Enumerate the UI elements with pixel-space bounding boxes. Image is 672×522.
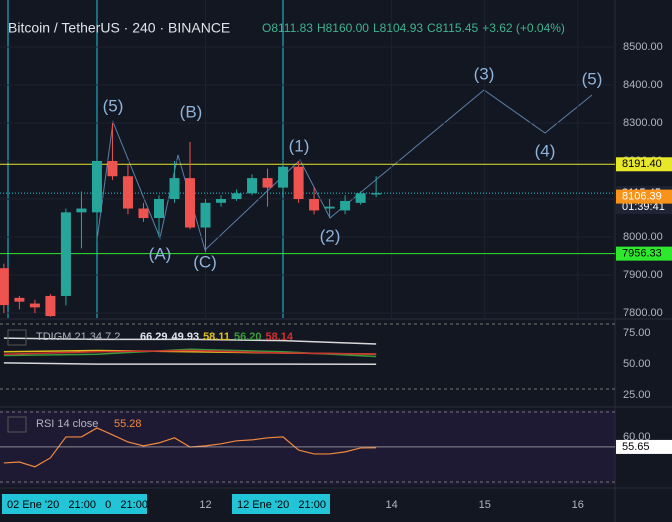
candle-body	[153, 199, 164, 219]
candle-body	[60, 212, 71, 296]
x-highlight: 02 Ene '20 21:00 0 21:00	[7, 499, 148, 511]
rsi-label: 55.65	[622, 441, 650, 453]
wave-label: (5)	[103, 96, 124, 115]
wave-label: (4)	[535, 141, 556, 160]
rsi-band	[0, 410, 615, 485]
low: L8104.93	[373, 21, 423, 35]
candle-body	[355, 193, 366, 203]
wave-label: (1)	[289, 136, 310, 155]
candle-body	[293, 166, 304, 200]
x-tick-label: 14	[386, 499, 398, 511]
wave-label: (B)	[180, 102, 203, 121]
candle-body	[91, 161, 102, 213]
tdi-readouts: 66.29 49.93 58.11 56.20 58.14	[140, 331, 294, 343]
x-highlight-box	[2, 494, 147, 514]
readout: 49.93	[172, 331, 200, 343]
candle-body	[247, 178, 258, 194]
y-tick-label: 50.00	[623, 358, 651, 370]
wave-label: (2)	[320, 226, 341, 245]
candle-body	[371, 193, 382, 195]
candle-body	[262, 178, 273, 188]
wave-label: (5)	[582, 69, 603, 88]
candle-body	[216, 199, 227, 203]
candle-body	[278, 166, 289, 188]
candle-body	[76, 208, 87, 213]
x-highlight: 12 Ene '20 21:00	[237, 499, 326, 511]
legend-toggle[interactable]	[7, 329, 27, 346]
candle-body	[45, 295, 56, 317]
candle-body	[200, 202, 211, 228]
candle-body	[122, 176, 133, 209]
price-label: 8191.40	[622, 158, 662, 170]
candle-body	[231, 193, 242, 200]
x-tick-label: 16	[572, 499, 584, 511]
readout: 58.11	[203, 331, 230, 343]
candle-body	[324, 206, 335, 209]
ohlc: O8111.83 H8160.00 L8104.93 C8115.45 +3.62 (+…	[262, 21, 565, 35]
candle-body	[14, 297, 25, 302]
x-highlight-box	[232, 494, 330, 514]
price-label-box	[616, 246, 672, 261]
candle-body	[169, 178, 180, 200]
change: +3.62 (+0.04%)	[482, 21, 565, 35]
readout: 56.20	[234, 331, 262, 343]
wave-line	[96, 89, 593, 251]
tdi-line	[3, 337, 377, 345]
readout: 66.29	[140, 331, 168, 343]
y-tick-label: 25.00	[623, 389, 651, 401]
x-tick-label: 15	[479, 499, 491, 511]
close: C8115.45	[427, 21, 478, 35]
legend-toggle[interactable]	[7, 416, 27, 433]
candle-body	[0, 268, 9, 306]
y-tick-label: 8500.00	[623, 41, 663, 53]
countdown-box	[616, 200, 672, 215]
tdi-title: TDIGM 21 34 7 2	[36, 331, 120, 343]
y-tick-label: 8400.00	[623, 79, 663, 91]
y-tick-label: 7900.00	[623, 269, 663, 281]
candle-body	[138, 208, 149, 219]
y-tick-label: 8300.00	[623, 117, 663, 129]
tdi-line	[3, 349, 377, 355]
candle-body	[29, 303, 40, 308]
y-tick-label: 8000.00	[623, 231, 663, 243]
x-tick-label: 12	[199, 499, 211, 511]
rsi-readout: 55.28	[114, 418, 142, 430]
price-label: 7956.33	[622, 248, 662, 260]
symbol-title: Bitcoin / TetherUS · 240 · BINANCE	[8, 20, 230, 36]
countdown: 01:39:41	[622, 201, 665, 213]
y-tick-label: 7800.00	[623, 307, 663, 319]
high: H8160.00	[317, 21, 369, 35]
y-tick-label: 60.00	[623, 431, 651, 443]
candle-body	[309, 199, 320, 211]
wave-label: (3)	[474, 64, 495, 83]
rsi-title: RSI 14 close	[36, 418, 98, 430]
tdi-line	[3, 362, 377, 365]
price-label-box	[616, 189, 672, 204]
candle-body	[107, 161, 118, 177]
wave-label: (C)	[193, 252, 217, 271]
price-label-box	[616, 157, 672, 172]
candle-body	[340, 200, 351, 211]
y-tick-label: 75.00	[623, 327, 651, 339]
rsi-label-box	[616, 439, 672, 454]
open: O8111.83	[262, 21, 313, 35]
candle-body	[185, 178, 196, 228]
price-label: 8106.39	[622, 190, 662, 202]
wave-label: (A)	[149, 244, 172, 263]
readout: 58.14	[266, 331, 294, 343]
